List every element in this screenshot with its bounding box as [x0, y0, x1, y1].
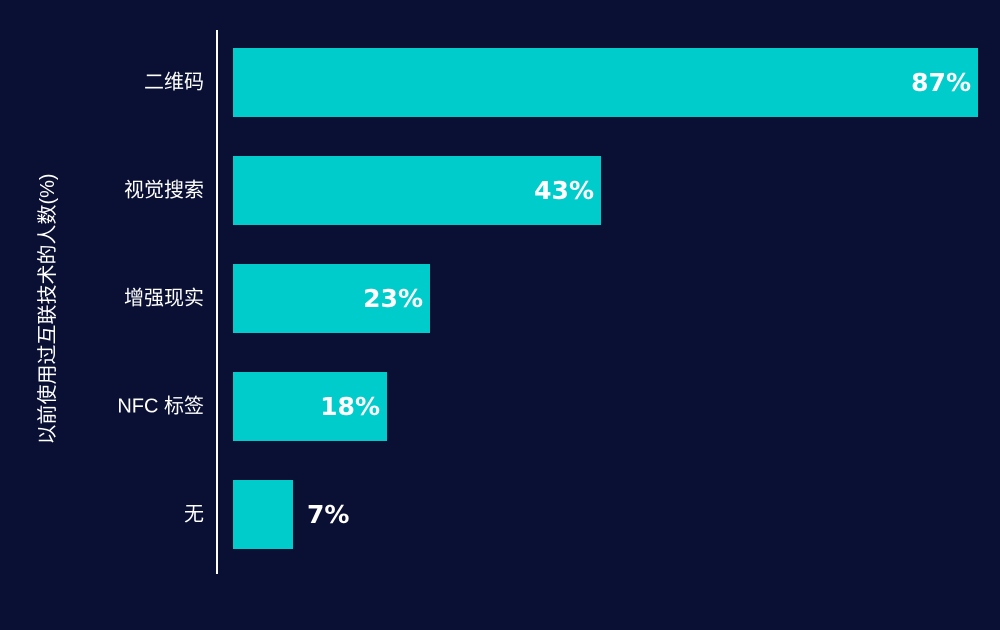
value-label-4: 7%: [307, 500, 349, 529]
category-label-1: 视觉搜索: [124, 179, 204, 202]
bar-0: [233, 48, 978, 117]
category-label-4: 无: [184, 504, 204, 526]
category-label-0: 二维码: [144, 71, 204, 94]
bar-1: [233, 156, 601, 225]
value-label-2: 23%: [363, 284, 423, 313]
value-label-0: 87%: [911, 68, 971, 97]
bars-layer: 二维码 87% 视觉搜索 43% 增强现实 23% NFC 标签 18% 无 7%: [117, 48, 978, 549]
value-label-1: 43%: [534, 176, 594, 205]
bar-2: [233, 264, 430, 333]
value-label-3: 18%: [320, 392, 380, 421]
bar-3: [233, 372, 387, 441]
category-label-3: NFC 标签: [117, 395, 204, 418]
category-label-2: 增强现实: [124, 287, 204, 310]
y-axis-title: 以前使用过互联技术的人数(%): [36, 173, 59, 444]
bar-4: [233, 480, 293, 549]
